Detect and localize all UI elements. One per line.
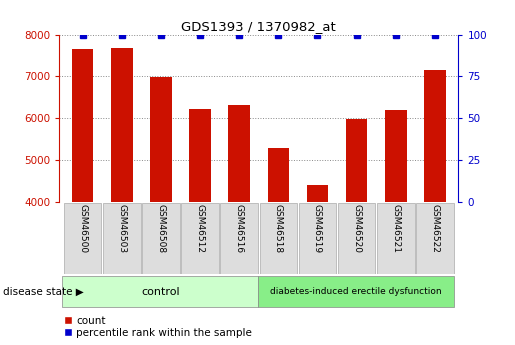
Text: GSM46520: GSM46520 — [352, 204, 361, 253]
Bar — [424, 70, 445, 202]
Bar — [150, 77, 171, 202]
FancyBboxPatch shape — [377, 203, 415, 274]
Text: GSM46518: GSM46518 — [274, 204, 283, 253]
Bar — [385, 110, 406, 202]
FancyBboxPatch shape — [64, 203, 101, 274]
Text: GSM46503: GSM46503 — [117, 204, 126, 253]
FancyBboxPatch shape — [338, 203, 375, 274]
Text: GSM46519: GSM46519 — [313, 204, 322, 253]
Bar — [111, 48, 132, 202]
Bar — [229, 105, 250, 202]
Text: control: control — [142, 287, 180, 296]
FancyBboxPatch shape — [220, 203, 258, 274]
Text: GSM46500: GSM46500 — [78, 204, 87, 253]
FancyBboxPatch shape — [142, 203, 180, 274]
Text: GSM46516: GSM46516 — [235, 204, 244, 253]
Text: diabetes-induced erectile dysfunction: diabetes-induced erectile dysfunction — [270, 287, 442, 296]
Text: GSM46522: GSM46522 — [431, 204, 439, 253]
Title: GDS1393 / 1370982_at: GDS1393 / 1370982_at — [181, 20, 336, 33]
FancyBboxPatch shape — [260, 203, 297, 274]
FancyBboxPatch shape — [299, 203, 336, 274]
Legend: count, percentile rank within the sample: count, percentile rank within the sample — [64, 316, 252, 338]
Bar — [307, 185, 328, 202]
FancyBboxPatch shape — [258, 276, 454, 307]
FancyBboxPatch shape — [62, 276, 258, 307]
FancyBboxPatch shape — [181, 203, 219, 274]
Bar — [346, 119, 367, 202]
Bar — [190, 109, 211, 202]
FancyBboxPatch shape — [416, 203, 454, 274]
FancyBboxPatch shape — [103, 203, 141, 274]
Bar — [72, 49, 93, 202]
Text: GSM46512: GSM46512 — [196, 204, 204, 253]
Text: disease state ▶: disease state ▶ — [3, 287, 83, 296]
Text: GSM46521: GSM46521 — [391, 204, 400, 253]
Bar — [268, 148, 289, 202]
Text: GSM46508: GSM46508 — [157, 204, 165, 253]
